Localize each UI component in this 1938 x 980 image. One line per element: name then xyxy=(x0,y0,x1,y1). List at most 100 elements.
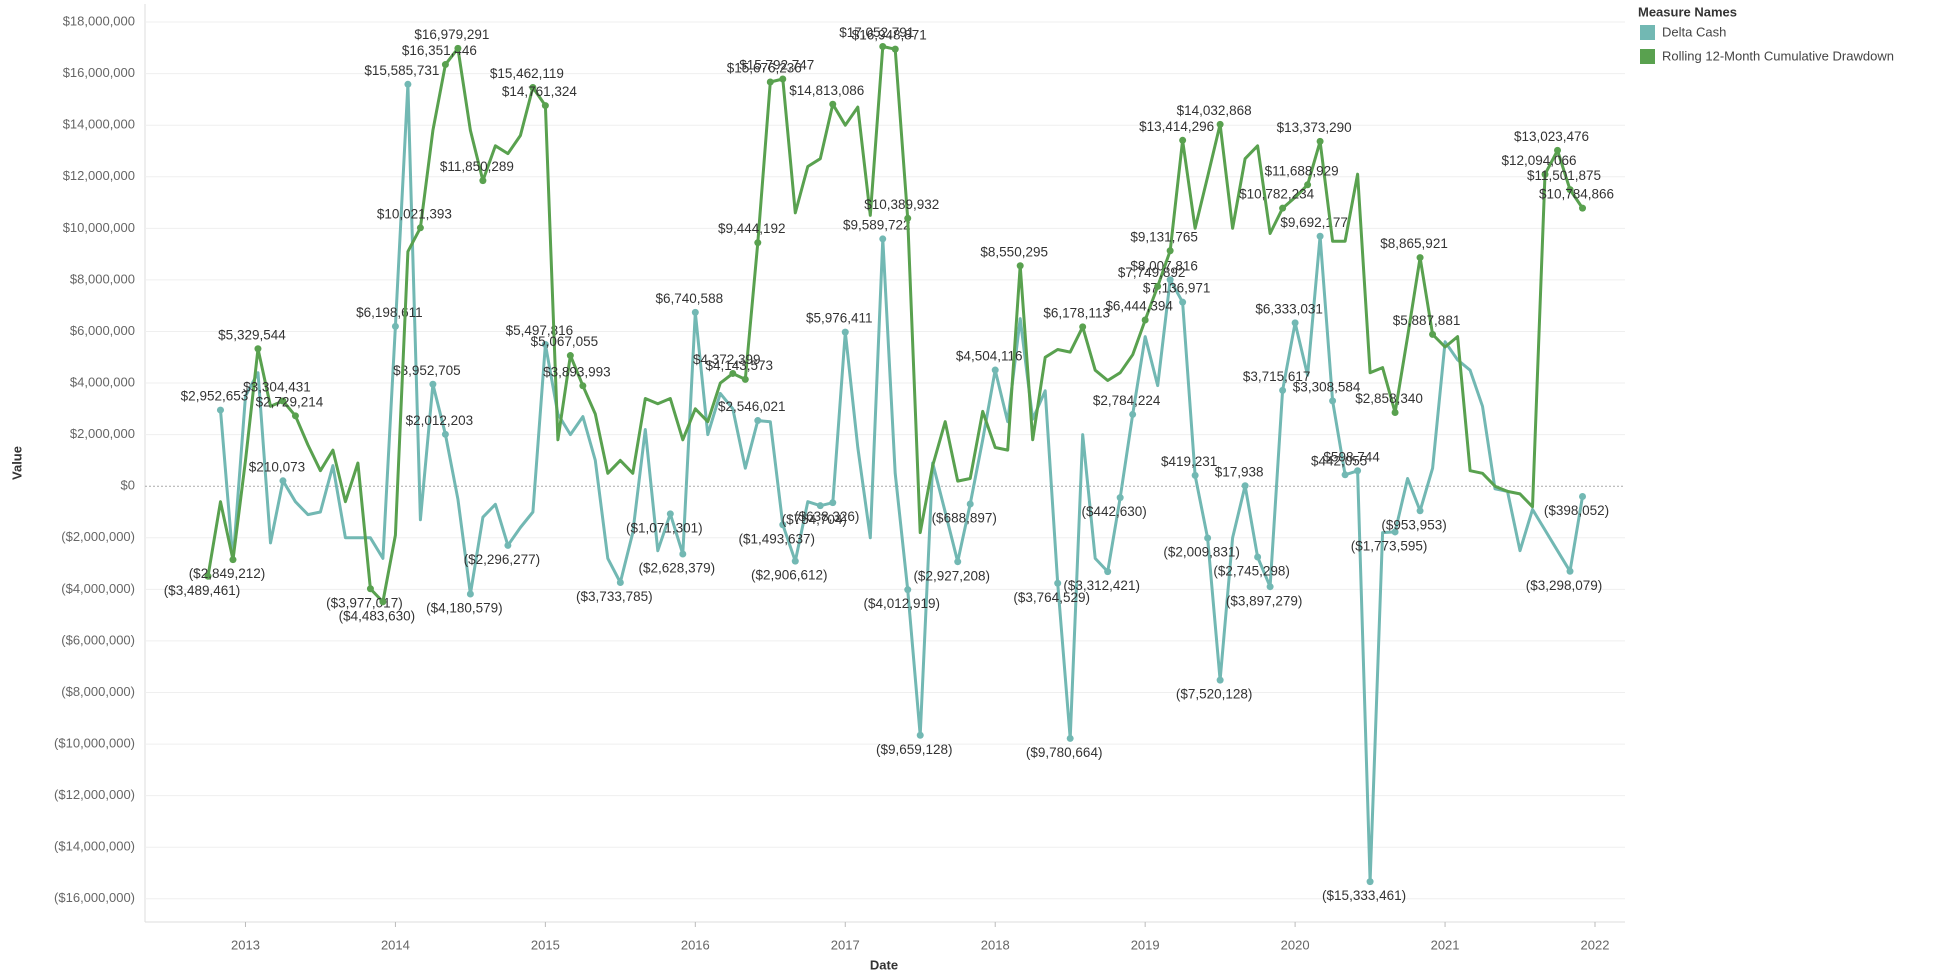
point xyxy=(479,177,487,185)
data-label: ($3,489,461) xyxy=(164,583,241,598)
point xyxy=(379,598,387,606)
data-label: $9,589,722 xyxy=(843,217,911,232)
point xyxy=(1141,316,1149,324)
data-label: ($4,180,579) xyxy=(426,601,503,616)
data-label: $210,073 xyxy=(249,459,305,474)
data-label: ($2,927,208) xyxy=(913,568,990,583)
data-label: ($3,298,079) xyxy=(1526,578,1603,593)
point xyxy=(1191,471,1199,479)
x-tick-label: 2016 xyxy=(681,937,710,952)
data-label: $2,546,021 xyxy=(718,399,786,414)
y-tick-label: ($16,000,000) xyxy=(54,890,135,905)
data-label: ($9,780,664) xyxy=(1026,745,1103,760)
data-label: $16,948,871 xyxy=(852,28,927,43)
x-tick-label: 2014 xyxy=(381,937,410,952)
point xyxy=(1179,298,1187,306)
data-label: $11,501,875 xyxy=(1527,168,1601,183)
legend-title: Measure Names xyxy=(1638,4,1737,19)
data-label: $14,813,086 xyxy=(789,83,864,98)
point xyxy=(916,731,924,739)
data-label: $5,329,544 xyxy=(218,327,286,342)
point xyxy=(441,430,449,438)
point xyxy=(1279,386,1287,394)
x-tick-label: 2013 xyxy=(231,937,260,952)
data-label: $14,032,868 xyxy=(1177,103,1252,118)
data-label: $13,373,290 xyxy=(1277,120,1352,135)
point xyxy=(1216,120,1224,128)
data-label: $10,389,932 xyxy=(864,197,939,212)
y-tick-label: $8,000,000 xyxy=(70,271,135,286)
data-label: $419,231 xyxy=(1161,454,1217,469)
data-label: ($4,012,919) xyxy=(863,596,940,611)
point xyxy=(1204,534,1212,542)
data-label: ($4,483,630) xyxy=(339,608,416,623)
data-label: $10,021,393 xyxy=(377,206,452,221)
point xyxy=(1316,137,1324,145)
data-label: $13,414,296 xyxy=(1139,119,1214,134)
point xyxy=(766,78,774,86)
data-label: $2,784,224 xyxy=(1093,393,1161,408)
point xyxy=(504,541,512,549)
data-label: $5,497,816 xyxy=(506,323,574,338)
point xyxy=(416,224,424,232)
x-axis-title: Date xyxy=(870,957,898,972)
point xyxy=(1291,319,1299,327)
point xyxy=(1266,583,1274,591)
point xyxy=(566,352,574,360)
data-label: ($953,953) xyxy=(1381,517,1446,532)
data-label: ($688,897) xyxy=(932,511,997,526)
point xyxy=(441,61,449,69)
data-label: $5,067,055 xyxy=(531,334,599,349)
data-label: ($1,493,637) xyxy=(739,531,816,546)
data-label: $15,676,236 xyxy=(727,61,802,76)
point xyxy=(1116,494,1124,502)
point xyxy=(791,557,799,565)
data-label: $11,850,289 xyxy=(440,159,514,174)
y-tick-label: ($14,000,000) xyxy=(54,839,135,854)
point xyxy=(1079,323,1087,331)
data-label: $11,688,929 xyxy=(1265,163,1339,178)
point xyxy=(1104,568,1112,576)
data-label: ($2,906,612) xyxy=(751,568,828,583)
data-label: ($3,764,529) xyxy=(1013,590,1090,605)
point xyxy=(1366,878,1374,886)
y-tick-label: ($6,000,000) xyxy=(61,632,135,647)
data-label: $5,976,411 xyxy=(806,311,873,326)
point xyxy=(691,308,699,316)
y-axis-title: Value xyxy=(9,446,24,480)
point xyxy=(841,328,849,336)
point xyxy=(1416,254,1424,262)
point xyxy=(1254,553,1262,561)
data-label: $8,865,921 xyxy=(1380,236,1448,251)
point xyxy=(1329,397,1337,405)
data-label: ($398,052) xyxy=(1544,503,1609,518)
data-label: $13,023,476 xyxy=(1514,129,1589,144)
point xyxy=(754,417,762,425)
data-label: $3,893,993 xyxy=(543,364,611,379)
point xyxy=(779,521,787,529)
data-label: ($754,704) xyxy=(782,512,847,527)
point xyxy=(1316,232,1324,240)
legend-label: Delta Cash xyxy=(1662,24,1726,39)
point xyxy=(991,366,999,374)
point xyxy=(1054,579,1062,587)
point xyxy=(1179,136,1187,144)
point xyxy=(1541,170,1549,178)
point xyxy=(466,590,474,598)
data-label: $6,444,394 xyxy=(1105,299,1173,314)
point xyxy=(729,369,737,377)
x-tick-label: 2015 xyxy=(531,937,560,952)
data-label: ($2,849,212) xyxy=(189,566,266,581)
point xyxy=(954,558,962,566)
point xyxy=(579,382,587,390)
point xyxy=(904,214,912,222)
point xyxy=(529,83,537,91)
point xyxy=(741,375,749,383)
data-label: $4,143,573 xyxy=(706,358,774,373)
data-label: $3,308,584 xyxy=(1293,379,1361,394)
point xyxy=(1129,410,1137,418)
data-label: $14,761,324 xyxy=(502,84,578,99)
point xyxy=(1579,492,1587,500)
legend-swatch xyxy=(1640,49,1655,64)
